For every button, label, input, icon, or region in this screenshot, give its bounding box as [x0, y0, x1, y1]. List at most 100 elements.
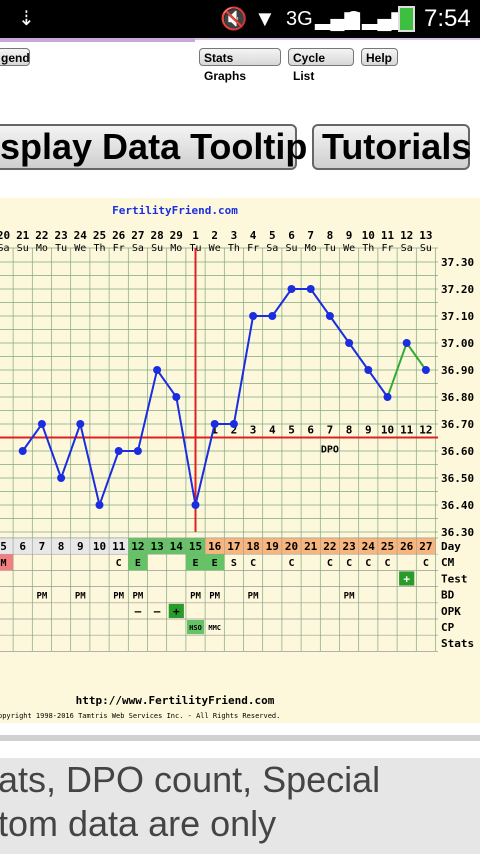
header-date: 10 [362, 229, 375, 242]
day-number: 6 [19, 540, 26, 553]
help-button[interactable]: Help [361, 48, 398, 66]
header-weekday: Th [228, 243, 240, 254]
header-date: 27 [131, 229, 144, 242]
day-number: 16 [208, 540, 222, 553]
cm-value: E [135, 558, 141, 569]
header-date: 26 [112, 229, 126, 242]
day-number: 9 [77, 540, 84, 553]
cm-value: C [384, 558, 390, 569]
day-number: 15 [189, 540, 202, 553]
bd-value: PM [190, 592, 201, 602]
header-date: 11 [381, 229, 395, 242]
dpo-number: 3 [250, 424, 257, 437]
temperature-point [153, 366, 162, 374]
cm-value: C [365, 558, 371, 569]
day-number: 8 [58, 540, 65, 553]
bd-value: PM [113, 592, 124, 602]
header-date: 2 [211, 229, 218, 242]
header-date: 22 [35, 229, 48, 242]
temperature-point [383, 393, 392, 401]
temperature-point [114, 447, 123, 455]
chart-footer-url[interactable]: http://www.FertilityFriend.com [76, 694, 275, 707]
stats-graphs-button[interactable]: Stats Graphs [199, 48, 281, 83]
header-date: 21 [16, 229, 30, 242]
test-value: + [403, 572, 410, 585]
header-weekday: Th [362, 243, 374, 254]
header-weekday: Fr [113, 243, 125, 254]
cp-cell-highlight [186, 620, 205, 635]
header-weekday: We [209, 243, 221, 254]
temperature-point [364, 366, 373, 374]
y-tick-label: 37.20 [441, 283, 474, 296]
chart-copyright: opyright 1998-2016 Tamtris Web Services … [0, 712, 280, 720]
temperature-point [76, 420, 85, 428]
day-number: 11 [112, 540, 126, 553]
legend-button[interactable]: gend [0, 48, 30, 66]
day-number: 5 [0, 540, 7, 553]
row-label: Day [441, 540, 461, 553]
header-weekday: Su [420, 243, 432, 254]
cm-value: C [327, 558, 333, 569]
y-tick-label: 37.10 [441, 310, 474, 323]
dpo-number: 2 [231, 424, 238, 437]
day-number: 22 [323, 540, 336, 553]
display-data-tooltip-button[interactable]: splay Data Tooltip [0, 124, 307, 170]
header-weekday: Su [151, 243, 163, 254]
tab-divider [195, 38, 480, 40]
mute-icon: 🔇 [220, 6, 248, 31]
dpo-number: 6 [307, 424, 314, 437]
cm-value: E [212, 558, 218, 569]
header-date: 5 [269, 229, 276, 242]
header-date: 7 [307, 229, 314, 242]
cm-value: C [288, 558, 294, 569]
chart-title[interactable]: FertilityFriend.com [112, 204, 238, 217]
header-date: 28 [150, 229, 163, 242]
header-weekday: We [74, 243, 86, 254]
day-number: 12 [131, 540, 144, 553]
signal-icon-2: ▂▄▆ [362, 8, 407, 30]
cm-cell-highlight [205, 554, 225, 571]
header-date: 4 [250, 229, 257, 242]
clock: 7:54 [424, 5, 471, 32]
header-date: 6 [288, 229, 295, 242]
header-date: 9 [346, 229, 353, 242]
header-date: 23 [54, 229, 67, 242]
temperature-point [249, 312, 258, 320]
row-label: Stats [441, 637, 474, 650]
header-weekday: Su [17, 243, 29, 254]
wifi-icon: ▼ [254, 6, 276, 31]
cycle-list-button[interactable]: Cycle List [288, 48, 354, 83]
header-date: 8 [327, 229, 334, 242]
opk-cell-highlight [168, 603, 184, 618]
info-text-line-2: tom data are only [0, 803, 277, 844]
cm-cell-highlight [185, 554, 206, 571]
y-tick-label: 36.90 [441, 364, 474, 377]
y-tick-label: 37.00 [441, 337, 474, 350]
row-label: CP [441, 621, 455, 634]
header-weekday: Tu [324, 243, 336, 254]
day-number: 24 [362, 540, 376, 553]
dpo-number: 1 [211, 424, 218, 437]
dpo-number: 4 [269, 424, 276, 437]
temperature-point [268, 312, 277, 320]
dpo-number: 9 [365, 424, 372, 437]
fertility-chart[interactable]: FertilityFriend.com 20 21 22 23 24 25 26 27 28 29… [0, 198, 480, 723]
cm-cell-highlight [0, 554, 14, 571]
header-weekday: Sa [266, 243, 278, 254]
cm-value: M [0, 558, 6, 569]
header-date: 1 [192, 229, 199, 242]
dpo-number: 7 [327, 424, 334, 437]
temperature-point [306, 285, 315, 293]
day-number: 14 [170, 540, 184, 553]
temperature-point [37, 420, 46, 428]
header-date: 3 [231, 229, 238, 242]
day-number: 21 [304, 540, 318, 553]
day-cell [416, 537, 436, 555]
bd-value: PM [75, 592, 86, 602]
tutorials-button[interactable]: Tutorials [312, 124, 471, 170]
temperature-point [172, 393, 181, 401]
bd-value: PM [36, 592, 47, 602]
info-text-line-1: ats, DPO count, Special [0, 759, 381, 800]
header-weekday: We [343, 243, 355, 254]
bd-value: PM [209, 592, 220, 602]
